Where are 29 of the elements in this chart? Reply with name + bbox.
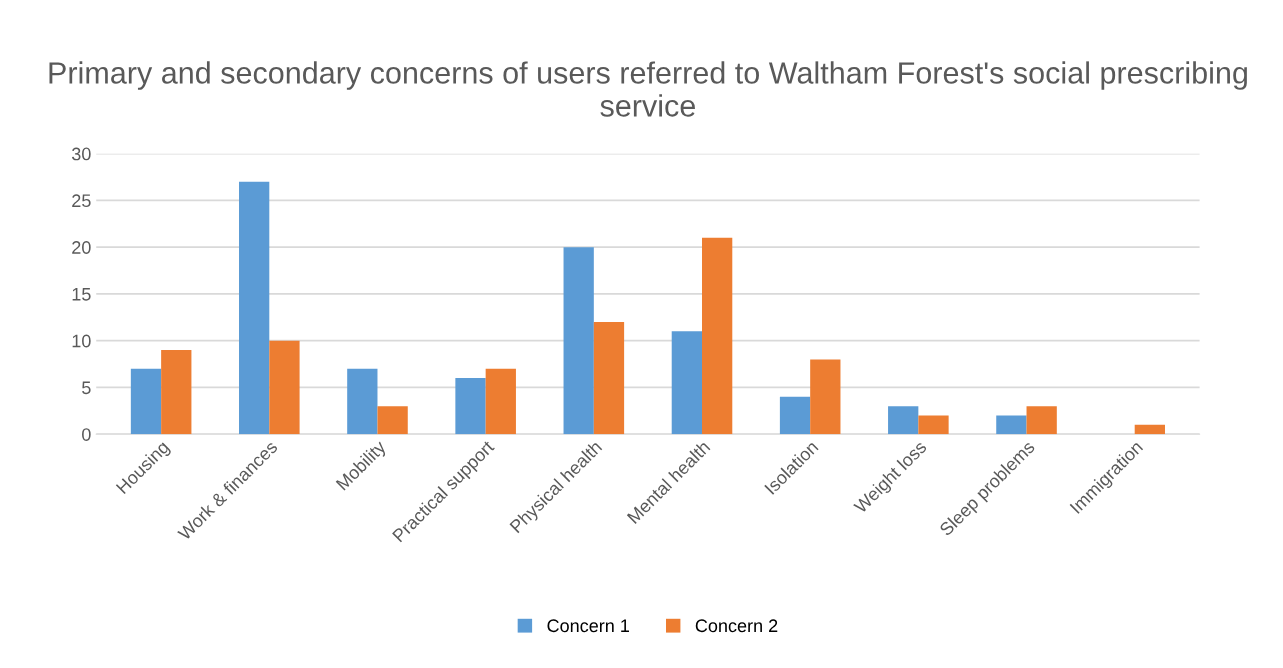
bar (347, 368, 378, 435)
bar (888, 406, 919, 435)
legend-label: Concern 1 (547, 619, 629, 633)
legend-label: Concern 2 (695, 619, 778, 633)
bar (779, 396, 811, 435)
chart-title: Primary and secondary concerns of users referred to Waltham Forest's social prescribing service (49, 61, 1247, 117)
bar (239, 181, 270, 435)
bar (161, 350, 192, 435)
bar (563, 247, 594, 435)
bar (810, 359, 841, 435)
bar (269, 340, 300, 435)
y-tick-label: 25 (72, 194, 91, 208)
bar (702, 237, 733, 435)
y-tick-label: 0 (82, 428, 91, 441)
y-tick-label: 5 (82, 381, 91, 395)
bar (593, 321, 625, 435)
y-tick-label: 15 (72, 288, 91, 301)
y-tick-label: 20 (72, 241, 91, 254)
y-tick-label: 30 (71, 147, 91, 161)
y-tick-label: 10 (72, 334, 91, 348)
bar (1134, 424, 1165, 435)
bar (671, 331, 702, 435)
bar (485, 368, 516, 435)
bar (918, 415, 949, 435)
bar (130, 368, 162, 435)
bar (455, 378, 486, 435)
bar (377, 406, 408, 435)
bar (1026, 406, 1057, 435)
bar (996, 415, 1027, 435)
